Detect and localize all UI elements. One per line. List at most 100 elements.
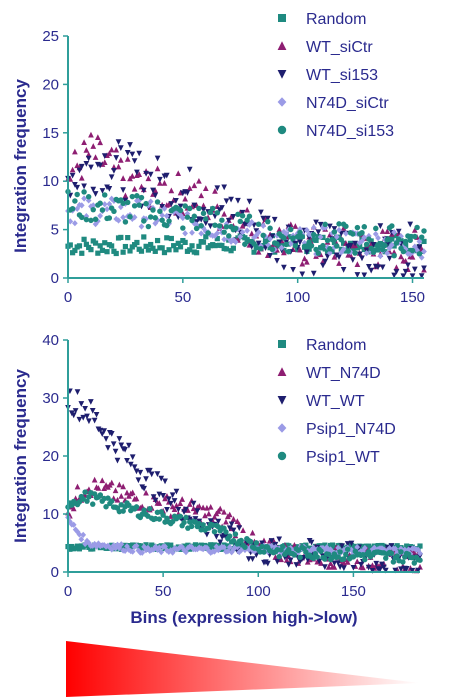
data-point-psip1-wt bbox=[322, 556, 328, 562]
data-point-n74d-si153 bbox=[421, 228, 427, 234]
data-point-wt-sictr bbox=[331, 253, 338, 260]
data-point-random bbox=[306, 246, 312, 252]
data-point-n74d-si153 bbox=[127, 213, 133, 220]
data-point-psip1-wt bbox=[261, 549, 267, 555]
y-tick-label: 20 bbox=[42, 448, 59, 465]
data-point-psip1-n74d bbox=[361, 544, 368, 552]
data-point-psip1-wt bbox=[242, 544, 248, 550]
data-point-random bbox=[322, 542, 328, 548]
data-point-n74d-si153 bbox=[237, 218, 243, 225]
data-point-wt-n74d bbox=[171, 506, 178, 512]
data-point-random bbox=[417, 543, 423, 549]
data-point-wt-wt bbox=[365, 564, 372, 571]
legend-label: Psip1_N74D bbox=[306, 421, 396, 438]
data-point-wt-si153 bbox=[377, 223, 384, 230]
data-point-n74d-si153 bbox=[391, 252, 397, 259]
data-point-psip1-wt bbox=[247, 538, 254, 545]
data-point-n74d-sictr bbox=[189, 229, 195, 236]
data-point-n74d-si153 bbox=[177, 207, 184, 214]
data-point-n74d-sictr bbox=[244, 227, 251, 234]
data-point-n74d-si153 bbox=[203, 216, 209, 222]
data-point-n74d-si153 bbox=[159, 217, 165, 223]
data-point-wt-sictr bbox=[221, 210, 228, 217]
data-point-wt-si153 bbox=[88, 164, 94, 171]
data-point-wt-n74d bbox=[179, 496, 186, 502]
data-point-wt-sictr bbox=[326, 231, 333, 238]
data-point-wt-si153 bbox=[320, 262, 326, 269]
data-point-random bbox=[109, 243, 115, 249]
data-point-wt-wt bbox=[72, 408, 79, 414]
data-point-n74d-si153 bbox=[191, 213, 198, 219]
data-point-n74d-sictr bbox=[281, 228, 287, 235]
data-point-n74d-si153 bbox=[352, 250, 358, 256]
data-point-n74d-si153 bbox=[102, 192, 108, 198]
data-point-wt-si153 bbox=[99, 188, 106, 194]
data-point-random bbox=[74, 543, 81, 549]
data-point-wt-wt bbox=[215, 518, 222, 525]
data-point-psip1-n74d bbox=[78, 536, 85, 543]
data-point-n74d-si153 bbox=[324, 237, 331, 244]
data-point-wt-sictr bbox=[92, 154, 99, 160]
data-point-n74d-si153 bbox=[164, 222, 170, 229]
data-point-wt-sictr bbox=[161, 180, 168, 186]
data-point-n74d-sictr bbox=[97, 212, 104, 219]
data-point-wt-sictr bbox=[411, 227, 418, 233]
data-point-psip1-n74d bbox=[181, 547, 187, 554]
legend-label: WT_WT bbox=[306, 393, 365, 410]
data-point-psip1-wt bbox=[109, 498, 115, 504]
data-point-random bbox=[88, 247, 94, 253]
data-point-random bbox=[92, 240, 99, 246]
data-point-n74d-si153 bbox=[414, 224, 420, 231]
data-point-psip1-n74d bbox=[158, 548, 165, 556]
data-point-n74d-sictr bbox=[143, 215, 149, 222]
data-point-psip1-n74d bbox=[129, 548, 136, 555]
data-point-psip1-n74d bbox=[165, 548, 172, 555]
data-point-n74d-sictr bbox=[147, 198, 154, 205]
data-point-wt-n74d bbox=[221, 508, 227, 515]
data-point-n74d-sictr bbox=[248, 219, 255, 226]
data-point-wt-si153 bbox=[223, 198, 230, 205]
data-point-wt-si153 bbox=[407, 221, 414, 228]
chart-bottom-legend: Random WT_N74D WT_WT Psip1_N74D Psip1_WT bbox=[277, 337, 396, 466]
data-point-wt-wt bbox=[322, 564, 328, 571]
data-point-n74d-si153 bbox=[214, 210, 221, 216]
data-point-psip1-wt bbox=[411, 560, 418, 566]
expression-gradient-wedge bbox=[66, 641, 420, 697]
data-point-n74d-si153 bbox=[111, 208, 117, 215]
data-point-wt-n74d bbox=[205, 510, 212, 517]
data-point-n74d-sictr bbox=[388, 241, 395, 249]
x-tick-label: 50 bbox=[174, 289, 191, 306]
data-point-n74d-sictr bbox=[304, 227, 310, 234]
data-point-psip1-wt bbox=[160, 512, 166, 518]
data-point-random bbox=[403, 243, 409, 249]
data-point-wt-si153 bbox=[168, 201, 175, 207]
chart-top-legend: Random WT_siCtr WT_si153 N74D_siCtr N74D_si1… bbox=[277, 11, 394, 140]
data-point-wt-n74d bbox=[283, 557, 290, 563]
data-point-n74d-si153 bbox=[212, 222, 218, 228]
data-point-n74d-sictr bbox=[74, 205, 81, 212]
data-point-psip1-wt bbox=[388, 550, 395, 557]
data-point-n74d-si153 bbox=[253, 244, 260, 251]
y-tick-label: 10 bbox=[42, 173, 59, 190]
data-point-wt-si153 bbox=[386, 255, 393, 262]
data-point-wt-n74d bbox=[211, 513, 218, 520]
data-point-wt-si153 bbox=[198, 216, 205, 223]
data-point-psip1-wt bbox=[86, 494, 92, 500]
data-point-n74d-si153 bbox=[239, 213, 246, 219]
data-point-wt-wt bbox=[274, 558, 281, 565]
data-point-n74d-si153 bbox=[336, 221, 342, 227]
data-point-n74d-sictr bbox=[232, 238, 239, 246]
data-point-random bbox=[72, 247, 78, 254]
data-point-n74d-si153 bbox=[79, 214, 85, 221]
data-point-wt-wt bbox=[382, 567, 389, 574]
data-point-wt-n74d bbox=[196, 503, 203, 509]
data-point-psip1-n74d bbox=[226, 543, 233, 551]
data-point-n74d-si153 bbox=[333, 243, 340, 249]
data-point-psip1-n74d bbox=[354, 543, 361, 551]
data-point-wt-si153 bbox=[152, 192, 159, 199]
data-point-wt-si153 bbox=[129, 151, 136, 158]
legend-label: Random bbox=[306, 11, 366, 28]
data-point-wt-si153 bbox=[299, 271, 306, 278]
data-point-random bbox=[125, 235, 131, 241]
data-point-wt-si153 bbox=[368, 267, 375, 274]
